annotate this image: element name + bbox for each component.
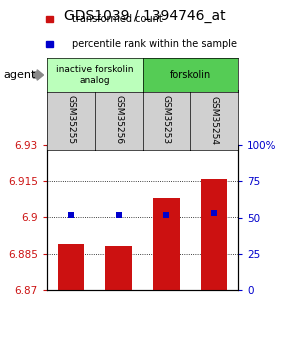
Text: agent: agent [3,70,35,80]
Text: transformed count: transformed count [72,14,163,24]
Bar [201,179,227,290]
Text: GSM35256: GSM35256 [114,96,123,145]
Text: GSM35253: GSM35253 [162,96,171,145]
Bar [106,246,132,290]
Text: percentile rank within the sample: percentile rank within the sample [72,39,238,49]
Text: forskolin: forskolin [170,70,211,80]
Bar [153,198,180,290]
Bar [58,244,84,290]
Text: inactive forskolin
analog: inactive forskolin analog [56,65,133,85]
Text: GSM35254: GSM35254 [210,96,219,145]
Text: GSM35255: GSM35255 [66,96,75,145]
Text: GDS1039 / 1394746_at: GDS1039 / 1394746_at [64,9,226,23]
